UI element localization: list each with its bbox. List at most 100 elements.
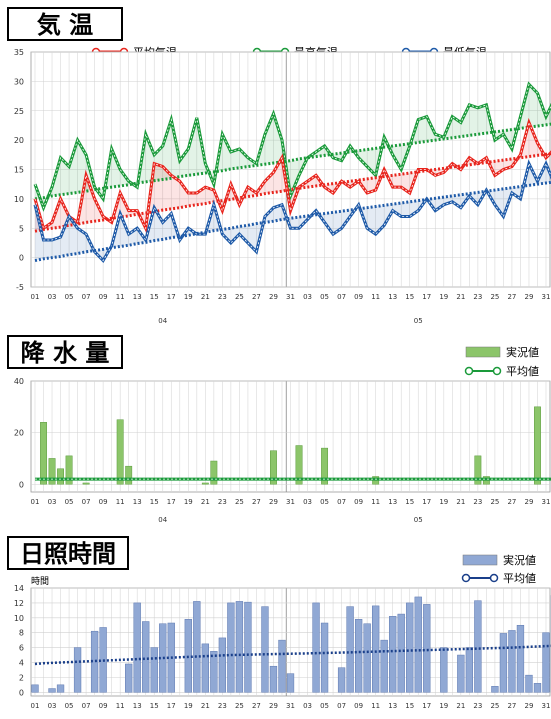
sun-bar [372, 605, 380, 693]
sun-bar [235, 601, 244, 693]
temp-ytick: 20 [14, 136, 24, 145]
sun-bar [474, 600, 482, 693]
sun-bar [269, 665, 278, 693]
prec-xtick: 19 [184, 498, 193, 506]
temp-xtick: 25 [490, 293, 499, 301]
temp-xtick: 21 [456, 293, 465, 301]
sun-bar [508, 630, 516, 693]
sun-xtick: 21 [456, 702, 465, 710]
sun-ytick: 6 [19, 644, 24, 653]
sun-bar [354, 619, 363, 693]
temp-ytick: 5 [19, 224, 24, 233]
prec-xtick: 11 [116, 498, 125, 506]
precipitation-title-box [7, 335, 123, 369]
prec-xtick: 09 [99, 498, 108, 506]
prec-xtick: 15 [150, 498, 159, 506]
temperature-title: 気 温 [37, 11, 93, 39]
sun-bar [210, 651, 218, 693]
prec-bar [474, 455, 482, 485]
temp-xtick: 23 [218, 293, 227, 301]
temp-ytick: 15 [14, 166, 24, 175]
prec-ytick: 0 [19, 480, 24, 489]
prec-bar [116, 419, 124, 485]
prec-xtick: 13 [388, 498, 397, 506]
sun-bar [499, 633, 508, 693]
sun-xtick: 17 [422, 702, 431, 710]
prec-ytick: 40 [14, 377, 24, 386]
sun-ytick: 14 [14, 584, 24, 593]
temp-xtick: 27 [252, 293, 261, 301]
prec-xtick: 29 [269, 498, 278, 506]
sun-xtick: 15 [150, 702, 159, 710]
temp-ytick: 35 [14, 48, 24, 57]
temp-shade [35, 122, 551, 232]
sun-bar [48, 688, 56, 693]
prec-xtick: 11 [371, 498, 380, 506]
sun-xtick: 05 [320, 702, 329, 710]
sun-bar [440, 647, 448, 693]
sun-bar [457, 654, 465, 693]
prec-legend-item-swatch-marker [464, 366, 474, 376]
prec-xtick: 01 [31, 498, 40, 506]
temp-xtick: 31 [286, 293, 295, 301]
prec-bar [270, 450, 277, 485]
temp-xtick: 19 [439, 293, 448, 301]
temp-xtick: 29 [269, 293, 278, 301]
sun-avg-line [34, 644, 551, 666]
temp-xtick: 23 [473, 293, 482, 301]
prec-legend-item-swatch-bar [465, 346, 501, 358]
sun-bar [244, 601, 252, 693]
sun-bar [533, 683, 542, 693]
sun-legend-item-swatch-bar [462, 554, 498, 566]
temp-xtick: 21 [201, 293, 210, 301]
prec-xtick: 31 [286, 498, 295, 506]
sun-xtick: 13 [388, 702, 397, 710]
sun-xtick: 27 [252, 702, 261, 710]
sun-bar [465, 647, 474, 693]
sunshine-title-box [7, 536, 129, 570]
prec-bar [201, 482, 209, 485]
sun-xtick: 31 [286, 702, 295, 710]
temp-xtick: 09 [99, 293, 108, 301]
sun-xtick: 01 [31, 702, 40, 710]
sun-bar [56, 684, 65, 693]
sun-ytick: 12 [14, 599, 24, 608]
prec-xtick: 05 [65, 498, 74, 506]
temp-series-line-highlight [34, 162, 551, 262]
prec-bar [40, 422, 47, 485]
temp-ytick: 0 [19, 254, 24, 263]
sun-xtick: 07 [82, 702, 91, 710]
prec-xtick: 21 [456, 498, 465, 506]
temp-xtick: 03 [48, 293, 57, 301]
sunshine-unit: 時間 [31, 576, 49, 587]
precipitation-chart: 0 20 40 01 03 05 07 09 11 13 15 17 19 21 23 25 27 29 31 03 0… [14, 377, 551, 524]
temp-ytick: 10 [14, 195, 24, 204]
sun-ytick: 10 [14, 614, 24, 623]
sun-xtick: 17 [167, 702, 176, 710]
temp-xtick: 11 [116, 293, 125, 301]
temp-xtick: 27 [507, 293, 516, 301]
sun-bar [150, 647, 158, 693]
prec-xtick: 03 [48, 498, 57, 506]
prec-xtick: 23 [473, 498, 482, 506]
precipitation-title: 降 水 量 [21, 339, 110, 367]
sun-bar [397, 613, 405, 693]
temp-shade [35, 84, 551, 208]
sun-bar [73, 647, 82, 693]
sun-xtick: 23 [218, 702, 227, 710]
prec-xtick: 15 [405, 498, 414, 506]
prec-month-label: 04 [158, 516, 167, 524]
temp-xtick: 07 [337, 293, 346, 301]
prec-xtick: 25 [235, 498, 244, 506]
sun-bar [312, 602, 320, 693]
temp-month-label: 05 [414, 317, 423, 325]
prec-month-label: 05 [414, 516, 423, 524]
prec-xtick: 23 [218, 498, 227, 506]
prec-bar [125, 465, 133, 485]
sun-xtick: 05 [65, 702, 74, 710]
temp-xtick: 01 [31, 293, 40, 301]
prec-xtick: 21 [201, 498, 210, 506]
prec-bar [295, 445, 303, 485]
